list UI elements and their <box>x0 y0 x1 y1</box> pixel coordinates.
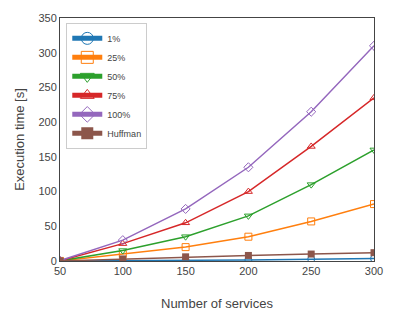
svg-text:50: 50 <box>45 220 57 232</box>
svg-text:Execution time [s]: Execution time [s] <box>12 88 27 191</box>
svg-text:50%: 50% <box>107 72 125 82</box>
svg-text:25%: 25% <box>107 53 125 63</box>
svg-text:200: 200 <box>38 116 56 128</box>
svg-text:75%: 75% <box>107 91 125 101</box>
svg-text:Number of services: Number of services <box>161 296 273 311</box>
svg-text:100: 100 <box>38 185 56 197</box>
svg-text:150: 150 <box>38 151 56 163</box>
svg-text:Huffman: Huffman <box>107 129 141 139</box>
svg-text:200: 200 <box>239 265 257 277</box>
svg-text:250: 250 <box>302 265 320 277</box>
svg-text:300: 300 <box>38 47 56 59</box>
svg-text:250: 250 <box>38 81 56 93</box>
svg-text:0: 0 <box>51 255 57 267</box>
svg-text:100%: 100% <box>107 110 130 120</box>
svg-text:100: 100 <box>114 265 132 277</box>
svg-text:300: 300 <box>365 265 383 277</box>
svg-text:1%: 1% <box>107 34 120 44</box>
svg-text:150: 150 <box>176 265 194 277</box>
svg-text:350: 350 <box>38 12 56 24</box>
svg-text:50: 50 <box>54 265 66 277</box>
